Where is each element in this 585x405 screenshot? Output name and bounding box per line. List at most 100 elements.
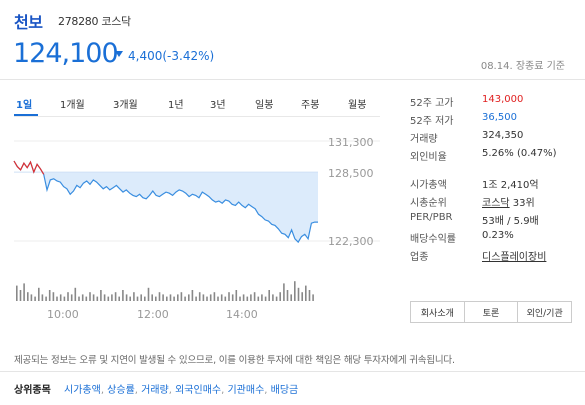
active-tab-indicator: [14, 114, 38, 116]
disclaimer-text: 제공되는 정보는 오류 및 지연이 발생될 수 있으므로, 이를 이용한 투자에…: [14, 355, 455, 366]
volume-bar: [195, 296, 197, 301]
volume-bar: [151, 294, 153, 301]
volume-bar: [144, 296, 146, 301]
tab-monthly[interactable]: 월봉: [348, 100, 367, 111]
volume-bar: [305, 285, 307, 301]
volume-bar: [41, 294, 44, 301]
price-label-low: 122,300: [328, 235, 374, 248]
volume-bar: [89, 292, 91, 301]
volume-bar: [191, 290, 194, 301]
top-link-inst-buy[interactable]: 기관매수: [227, 385, 265, 396]
top-link-mcap[interactable]: 시가총액: [64, 385, 101, 396]
divider: [0, 371, 585, 372]
top-items-links: 시가총액, 상승률, 거래량, 외국인매수, 기관매수, 배당금: [64, 385, 299, 396]
rank-label: 시총순위: [410, 198, 447, 209]
foreign-institution-button[interactable]: 외인/기관: [518, 302, 572, 322]
tab-3year[interactable]: 3년: [210, 100, 226, 111]
volume-bar: [23, 283, 25, 301]
volume-bar: [100, 290, 102, 301]
top-link-dividend[interactable]: 배당금: [270, 385, 299, 396]
volume-bar: [213, 292, 216, 301]
volume-bar: [56, 296, 58, 301]
top-link-rise[interactable]: 상승률: [107, 385, 135, 396]
sector-label: 업종: [410, 252, 429, 263]
foreign-label: 외인비율: [410, 152, 447, 163]
volume-bar: [312, 294, 314, 301]
volume-bar: [220, 294, 223, 301]
volume-bar: [198, 292, 201, 301]
rank-market-link[interactable]: 코스닥: [482, 198, 510, 209]
tab-1month[interactable]: 1개월: [60, 100, 85, 111]
price-label-high: 131,300: [328, 136, 374, 149]
volume-bar: [67, 292, 69, 301]
volume-bar: [38, 287, 40, 301]
volume-bar: [158, 292, 161, 301]
low52-value: 36,500: [482, 112, 517, 123]
volume-label: 거래량: [410, 134, 438, 145]
volume-bar: [206, 296, 208, 301]
volume-bar: [188, 294, 190, 301]
mcap-label: 시가총액: [410, 180, 447, 191]
volume-bar: [103, 294, 106, 301]
volume-bar: [81, 294, 84, 301]
volume-bar: [180, 292, 183, 301]
volume-bar: [129, 296, 131, 301]
volume-bar: [209, 294, 212, 301]
tab-daily[interactable]: 일봉: [255, 100, 274, 111]
volume-bar: [253, 292, 256, 301]
volume-bar: [279, 292, 281, 301]
stock-name[interactable]: 천보: [14, 13, 43, 32]
stock-info-panel: 52주 고가 143,000 52주 저가 36,500 거래량 324,350 외인…: [410, 94, 572, 266]
volume-bar: [301, 292, 303, 301]
volume-value: 324,350: [482, 130, 524, 141]
discussion-button[interactable]: 토론: [464, 302, 519, 322]
volume-bar: [30, 294, 33, 301]
top-link-foreign-buy[interactable]: 외국인매수: [175, 385, 222, 396]
volume-bar: [250, 294, 252, 301]
top-link-volume[interactable]: 거래량: [141, 385, 169, 396]
volume-bar: [136, 296, 139, 301]
tab-divider: [14, 116, 380, 117]
volume-bar: [261, 294, 263, 301]
volume-bar: [96, 296, 99, 301]
mcap-value: 1조 2,410억: [482, 180, 539, 191]
volume-bar: [290, 294, 292, 301]
below-reference-fill: [43, 172, 318, 243]
volume-bar: [264, 296, 267, 301]
volume-bar: [202, 294, 205, 301]
price-change: 4,400(-3.42%): [128, 49, 215, 63]
volume-bar: [27, 292, 29, 301]
volume-bar: [125, 294, 128, 301]
company-info-button[interactable]: 회사소개: [411, 302, 465, 322]
tab-3month[interactable]: 3개월: [113, 100, 138, 111]
high52-label: 52주 고가: [410, 98, 454, 109]
tab-weekly[interactable]: 주봉: [301, 100, 320, 111]
volume-bar: [34, 296, 36, 301]
divider: [0, 79, 585, 80]
volume-bar: [169, 294, 172, 301]
volume-bar: [283, 283, 285, 301]
volume-bar: [111, 294, 113, 301]
div-label: 배당수익률: [410, 234, 456, 245]
volume-bar: [257, 296, 260, 301]
volume-bar: [122, 290, 124, 301]
time-label-10: 10:00: [47, 308, 79, 321]
volume-bar: [48, 290, 51, 301]
tab-1day[interactable]: 1일: [16, 100, 33, 111]
period-tabs: 1일 1개월 3개월 1년 3년 일봉 주봉 월봉: [0, 96, 390, 116]
top-items-label: 상위종목: [14, 385, 51, 396]
volume-bar: [78, 296, 80, 301]
info-buttons: 회사소개 토론 외인/기관: [410, 301, 572, 323]
volume-bar: [19, 290, 22, 301]
per-label: PER/PBR: [410, 212, 453, 223]
volume-bar: [162, 294, 164, 301]
volume-bar: [246, 296, 249, 301]
sector-link[interactable]: 디스플레이장비: [482, 252, 547, 263]
volume-bar: [173, 296, 175, 301]
volume-bar: [63, 296, 66, 301]
volume-bar: [70, 294, 73, 301]
tab-1year[interactable]: 1년: [168, 100, 184, 111]
intraday-chart[interactable]: 131,300 128,500 122,300 10:00 12:00 14:0…: [0, 125, 390, 325]
current-price: 124,100: [13, 38, 119, 69]
volume-bar: [155, 296, 157, 301]
